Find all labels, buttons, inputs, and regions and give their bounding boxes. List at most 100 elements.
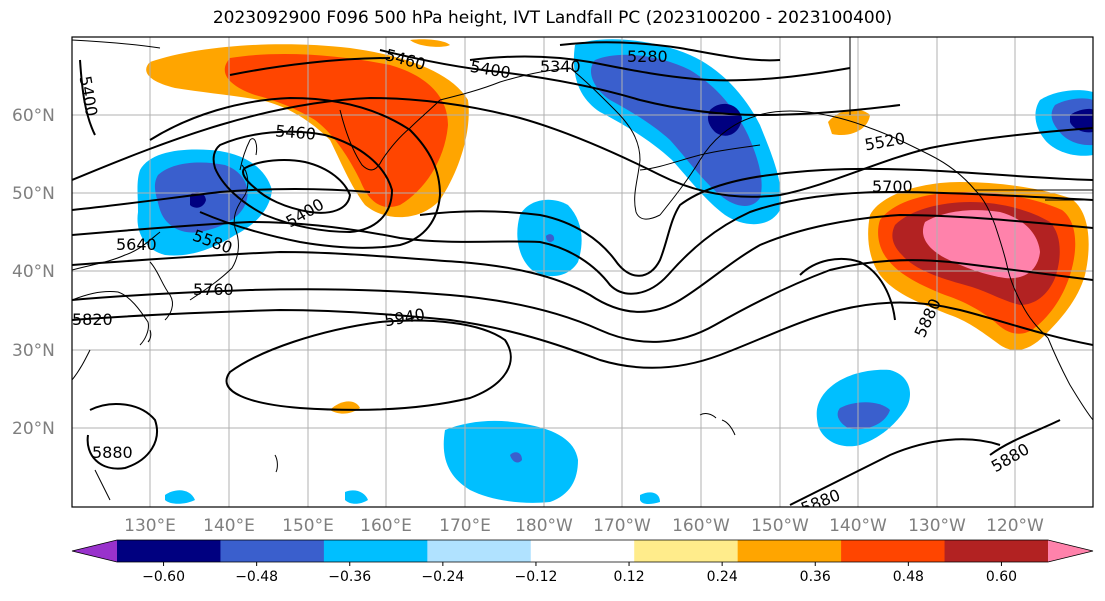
contour-5460-low — [212, 130, 394, 234]
coast-canada — [807, 111, 996, 226]
map-title: 2023092900 F096 500 hPa height, IVT Land… — [212, 8, 893, 28]
ivt-negative-south-2 — [345, 490, 368, 504]
coast-japan — [189, 164, 249, 301]
lat-label: 20°N — [12, 419, 55, 439]
coast-kamchatka — [339, 99, 441, 171]
lon-label: 140°W — [829, 516, 887, 536]
contour-5880-sw — [86, 403, 158, 470]
contour-label: 5760 — [193, 280, 234, 299]
contour-5820 — [72, 301, 1093, 369]
lon-label: 140°E — [203, 516, 255, 536]
ivt-negative-south-4 — [640, 492, 660, 505]
contour-5340 — [469, 55, 851, 82]
contour-5520 — [72, 96, 1093, 198]
coastlines — [72, 37, 1093, 501]
colorbar-swatch — [530, 540, 635, 562]
negative-ivt-shading — [137, 39, 1093, 505]
ivt-negative-hawaii-core — [837, 402, 890, 430]
colorbar-tick-label: −0.60 — [142, 569, 185, 585]
colorbar-tick-label: −0.36 — [328, 569, 371, 585]
contour-5400-west — [79, 59, 96, 136]
lon-label: 170°W — [593, 516, 651, 536]
contour-label: 5340 — [540, 57, 581, 76]
contour-5460-top — [229, 57, 391, 76]
ivt-positive-gulf-small — [828, 109, 870, 136]
lat-label: 40°N — [12, 262, 55, 282]
ivt-negative-midpac-dot — [546, 234, 555, 243]
lon-label: 120°W — [986, 516, 1044, 536]
contour-5880-ea — [989, 419, 1061, 456]
colorbar-swatch — [427, 540, 532, 562]
contour-label: 5880 — [92, 443, 133, 462]
colorbar-tick-label: −0.48 — [235, 569, 278, 585]
colorbar-tick-label: 0.60 — [986, 569, 1017, 585]
lon-label: 130°W — [908, 516, 966, 536]
colorbar-tick-label: 0.48 — [893, 569, 924, 585]
contour-label: 5280 — [627, 47, 668, 66]
coast-alaska — [569, 67, 809, 220]
coast-uswest — [994, 224, 1049, 339]
colorbar-outline — [71, 539, 1094, 563]
ivt-negative-aleutian-center — [707, 103, 742, 136]
islands-pacific — [94, 329, 278, 501]
contour-5400-low — [242, 159, 352, 214]
lat-label: 50°N — [12, 184, 55, 204]
colorbar-extend-max — [1048, 540, 1093, 562]
lon-axis: 130°E 140°E 150°E 160°E 170°E 180°W 170°… — [124, 516, 1044, 536]
contour-5400-top — [379, 49, 901, 117]
contour-5700 — [72, 213, 1093, 313]
colorbar-swatch — [737, 540, 842, 562]
colorbar-tick-label: 0.12 — [613, 569, 644, 585]
lon-label: 150°W — [751, 516, 809, 536]
lat-axis: 60°N 50°N 40°N 30°N 20°N — [12, 106, 55, 439]
lat-label: 30°N — [12, 341, 55, 361]
colorbar-swatch — [220, 540, 325, 562]
contour-label: 5820 — [72, 310, 113, 329]
ivt-positive-okhotsk-core — [224, 54, 448, 208]
contour-5880-se — [789, 438, 1001, 506]
lon-label: 160°E — [360, 516, 412, 536]
coast-asia — [72, 231, 161, 381]
contour-5940 — [225, 319, 512, 411]
colorbar: −0.60 −0.48 −0.36 −0.24 −0.12 0.12 0.24 0.36 0.4… — [71, 539, 1094, 585]
lon-label: 150°E — [282, 516, 334, 536]
contour-5580 — [72, 167, 1093, 277]
contour-5880-right — [799, 257, 896, 321]
map-border — [71, 36, 1094, 508]
ivt-positive-top — [410, 39, 450, 47]
lon-label: 180°W — [515, 516, 573, 536]
colorbar-tick-label: −0.24 — [421, 569, 464, 585]
colorbar-tick-label: −0.12 — [514, 569, 557, 585]
coast-mexico — [1047, 337, 1093, 421]
colorbar-swatch — [117, 540, 221, 562]
contour-5640 — [72, 190, 1093, 295]
contour-5760 — [72, 259, 1093, 343]
coast-siberia — [72, 39, 571, 101]
contour-label: 5640 — [116, 235, 157, 254]
coast-aleutians — [639, 144, 761, 171]
lat-label: 60°N — [12, 106, 55, 126]
colorbar-extend-min — [72, 540, 117, 562]
colorbar-swatch — [323, 540, 428, 562]
height-contours — [72, 41, 1093, 506]
contour-5520-low — [149, 96, 442, 249]
ivt-positive-westcoast-core — [922, 210, 1040, 279]
lon-label: 160°W — [672, 516, 730, 536]
colorbar-swatch — [634, 540, 739, 562]
colorbar-tick-label: 0.24 — [707, 569, 738, 585]
colorbar-swatch — [944, 540, 1049, 562]
contour-5280 — [559, 41, 781, 62]
contour-label: 5700 — [872, 177, 913, 196]
lon-label: 170°E — [439, 516, 491, 536]
ivt-negative-south-3 — [165, 490, 195, 504]
ivt-negative-south-dot — [510, 452, 522, 463]
colorbar-tick-label: 0.36 — [800, 569, 831, 585]
contour-label: 5460 — [274, 121, 316, 143]
graticule — [72, 37, 1093, 507]
lon-label: 130°E — [124, 516, 176, 536]
ivt-negative-aleutian-core — [590, 54, 762, 206]
coast-sakhalin — [239, 138, 258, 171]
colorbar-swatch — [841, 540, 946, 562]
coast-hawaii — [699, 413, 736, 436]
